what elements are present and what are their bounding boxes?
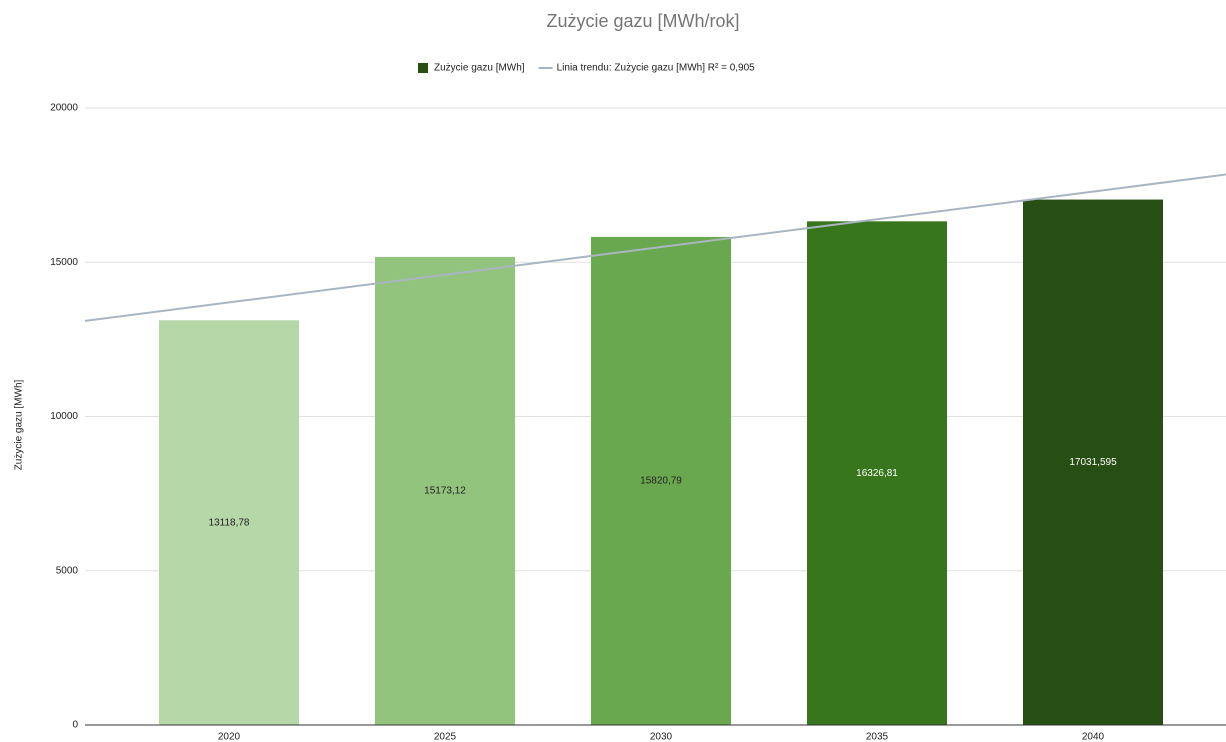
y-tick-label: 0 [72,720,78,731]
y-tick-label: 15000 [50,257,78,268]
data-label: 15173,12 [424,486,466,497]
chart-title: Zużycie gazu [MWh/rok] [546,11,739,31]
data-label: 16326,81 [856,468,898,479]
trend-extension [84,301,230,322]
x-tick-label: 2025 [434,732,457,742]
data-label: 15820,79 [640,476,682,487]
y-tick-label: 5000 [56,565,79,576]
legend-swatch [418,63,428,73]
y-tick-label: 20000 [50,103,78,114]
bar [1023,199,1163,725]
trend-extension [1092,173,1226,193]
bar [159,320,299,725]
data-label: 13118,78 [209,517,250,528]
legend-label: Linia trendu: Zużycie gazu [MWh] R² = 0,… [557,63,756,74]
y-tick-label: 10000 [50,411,78,422]
x-tick-label: 2035 [866,732,889,742]
data-label: 17031,595 [1069,457,1117,468]
legend-label: Zużycie gazu [MWh] [434,63,525,74]
bar [591,236,731,725]
bar [375,256,515,725]
x-tick-label: 2020 [218,732,241,742]
x-tick-label: 2030 [650,732,673,742]
trend-line [228,190,1094,304]
y-axis-label: Zużycie gazu [MWh] [14,379,25,470]
x-tick-label: 2040 [1082,732,1105,742]
bar [807,221,947,725]
